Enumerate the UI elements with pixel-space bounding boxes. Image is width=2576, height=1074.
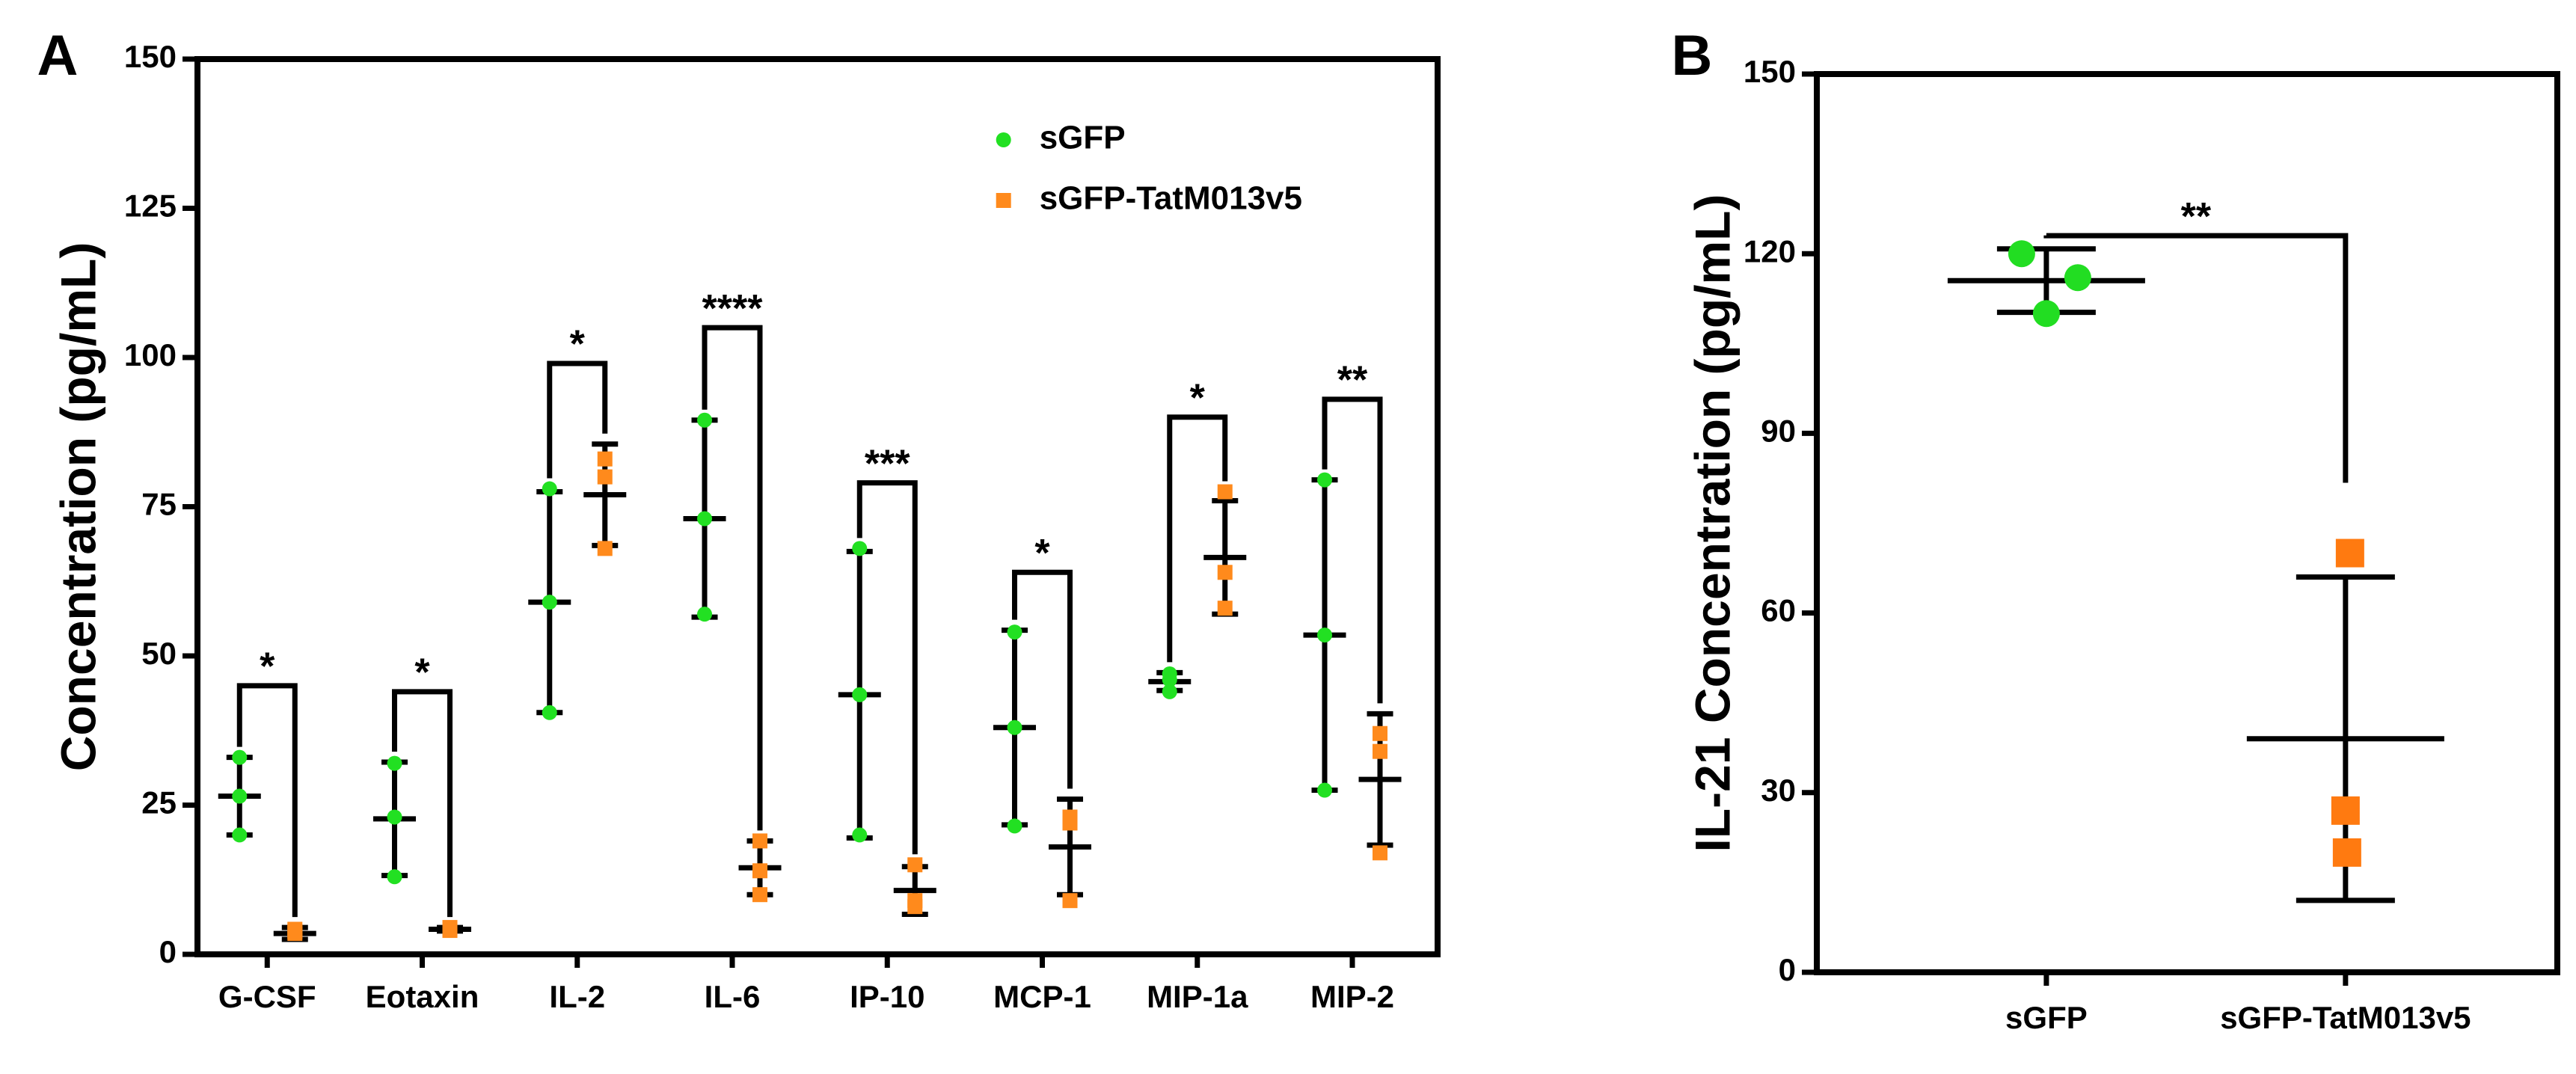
data-point [2032, 300, 2060, 328]
data-point [287, 926, 303, 942]
significance-label: ** [1337, 359, 1368, 402]
x-tick-label: Eotaxin [366, 979, 479, 1014]
data-point [2331, 796, 2360, 825]
y-axis-title: IL-21 Concentration (pg/mL) [1684, 194, 1740, 853]
data-point [2008, 240, 2035, 268]
significance-bracket [392, 689, 453, 918]
significance-bracket [1167, 414, 1228, 663]
data-point [852, 687, 868, 702]
significance-label: **** [702, 287, 764, 331]
data-point [752, 887, 768, 903]
data-point [697, 511, 713, 527]
x-tick-label: G-CSF [218, 979, 316, 1014]
significance-label: * [414, 651, 430, 695]
data-point [232, 749, 248, 765]
significance-bracket [236, 683, 298, 918]
data-point [1373, 845, 1388, 861]
data-point [852, 827, 868, 843]
legend-marker [996, 193, 1011, 208]
data-point [2064, 264, 2091, 292]
y-tick-label: 120 [1744, 233, 1796, 268]
data-point [232, 788, 248, 804]
data-point [1373, 743, 1388, 759]
data-point [907, 857, 923, 873]
data-point [1007, 719, 1022, 735]
data-point [597, 451, 613, 467]
data-point [1317, 782, 1333, 798]
data-point [597, 469, 613, 485]
legend-label: sGFP [1040, 120, 1126, 156]
data-point [1062, 893, 1078, 909]
x-tick-label: MIP-2 [1310, 979, 1394, 1014]
data-point [2332, 838, 2361, 867]
data-point [1217, 484, 1233, 500]
data-point [697, 412, 713, 428]
data-point [1217, 601, 1233, 616]
significance-label: * [570, 323, 586, 366]
y-tick-label: 50 [141, 636, 177, 671]
x-tick-label: sGFP-TatM013v5 [2220, 1000, 2471, 1035]
panel-label: A [37, 24, 79, 88]
data-point [752, 833, 768, 849]
y-tick-label: 0 [1779, 952, 1796, 987]
data-point [1373, 725, 1388, 741]
data-point [1317, 627, 1333, 643]
data-point [1162, 684, 1177, 699]
data-point [852, 541, 868, 556]
legend-label: sGFP-TatM013v5 [1040, 180, 1302, 217]
data-point [542, 481, 557, 497]
data-point [1317, 472, 1333, 488]
data-point [1162, 672, 1177, 687]
x-tick-label: MCP-1 [993, 979, 1091, 1014]
data-point [1217, 565, 1233, 580]
data-point [697, 607, 713, 622]
y-tick-label: 90 [1761, 413, 1796, 448]
legend-marker [996, 132, 1011, 147]
y-tick-label: 30 [1761, 773, 1796, 808]
x-tick-label: IL-6 [705, 979, 761, 1014]
x-tick-label: IP-10 [850, 979, 924, 1014]
y-tick-label: 25 [141, 785, 177, 820]
y-tick-label: 100 [124, 337, 177, 372]
significance-label: *** [865, 442, 910, 485]
plot-frame [194, 56, 1441, 957]
data-point [907, 899, 923, 915]
y-tick-label: 75 [141, 487, 177, 522]
data-point [597, 541, 613, 556]
data-point [1007, 818, 1022, 834]
data-point [387, 809, 402, 825]
y-tick-label: 150 [1744, 54, 1796, 89]
significance-label: * [1190, 377, 1206, 420]
data-point [387, 755, 402, 771]
panel-label: B [1672, 24, 1713, 88]
y-tick-label: 60 [1761, 593, 1796, 628]
data-point [1062, 815, 1078, 831]
y-axis-title: Concentration (pg/mL) [50, 242, 105, 772]
significance-bracket [1012, 569, 1073, 789]
data-point [1007, 625, 1022, 640]
significance-bracket [702, 325, 763, 831]
data-point [752, 863, 768, 879]
plot-frame [1814, 71, 2560, 975]
x-tick-label: MIP-1a [1147, 979, 1248, 1014]
significance-label: * [260, 645, 275, 689]
significance-bracket [1322, 396, 1383, 704]
data-point [542, 705, 557, 720]
y-tick-label: 125 [124, 188, 177, 224]
significance-bracket [856, 480, 918, 855]
significance-bracket [2043, 233, 2349, 483]
x-tick-label: sGFP [2005, 1000, 2088, 1035]
y-tick-label: 0 [159, 934, 177, 969]
data-point [232, 827, 248, 843]
y-tick-label: 150 [124, 39, 177, 74]
x-tick-label: IL-2 [549, 979, 605, 1014]
significance-label: ** [2181, 195, 2212, 239]
data-point [2335, 538, 2364, 568]
significance-bracket [547, 360, 608, 479]
data-point [442, 923, 458, 939]
significance-label: * [1034, 532, 1050, 575]
data-point [542, 595, 557, 610]
data-point [387, 869, 402, 885]
